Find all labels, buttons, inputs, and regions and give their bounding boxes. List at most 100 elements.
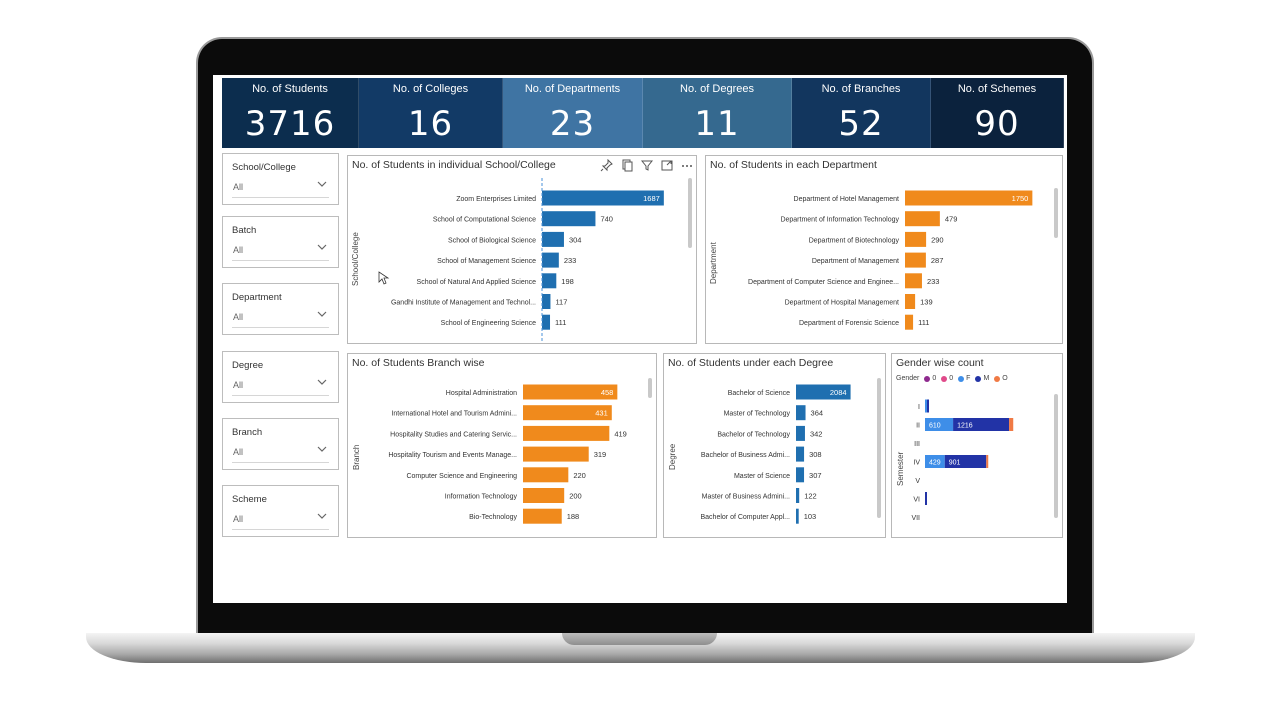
legend-entry[interactable]: O [1002,375,1008,382]
data-label: 233 [927,277,940,286]
visual-header [600,158,694,172]
stacked-bar-segment[interactable] [1009,418,1014,431]
bar[interactable] [542,190,664,206]
semester-label: VI [913,497,920,504]
stacked-bar-segment[interactable] [925,455,945,468]
bar[interactable] [905,252,926,268]
bar[interactable] [905,294,916,309]
chevron-down-icon[interactable] [316,178,328,190]
data-label: 342 [810,429,823,438]
bar[interactable] [523,508,562,524]
more-options-icon[interactable] [680,159,694,172]
legend-title: Gender [896,375,920,382]
stacked-bar-segment[interactable] [927,399,929,413]
bar[interactable] [796,508,799,524]
bar[interactable] [523,488,565,503]
bar[interactable] [905,231,927,247]
bar[interactable] [796,446,805,462]
bar[interactable] [905,211,940,227]
bar[interactable] [542,211,596,227]
scrollbar[interactable] [648,378,652,398]
data-label: 290 [931,235,944,244]
stacked-bar-segment[interactable] [944,455,987,468]
data-label: 1687 [643,194,660,203]
bar[interactable] [542,314,551,330]
bar[interactable] [523,467,569,483]
slicer-value[interactable]: All [233,447,244,457]
pin-icon[interactable] [600,158,614,172]
bar[interactable] [542,273,557,289]
slicer-value[interactable]: All [233,245,244,255]
legend-dot [941,375,948,382]
legend: Gender 0 0 F M O [896,375,1008,382]
kpi-card-students[interactable]: No. of Students 3716 [222,78,359,148]
legend-dot [924,375,931,382]
chart-students-by-degree[interactable]: No. of Students under each Degree Degree… [663,353,886,538]
bar[interactable] [542,294,551,309]
slicer-value[interactable]: All [233,514,244,524]
chart-students-by-department[interactable]: No. of Students in each Department Depar… [705,155,1063,344]
bar[interactable] [523,384,618,400]
kpi-card-branches[interactable]: No. of Branches 52 [792,78,931,148]
bar[interactable] [542,231,564,247]
stacked-bar-segment[interactable] [925,399,927,413]
bar[interactable] [523,446,589,462]
chevron-down-icon[interactable] [316,241,328,253]
category-label: Bachelor of Technology [717,431,790,438]
chevron-down-icon[interactable] [316,376,328,388]
slicer-department[interactable]: Department All [222,283,339,335]
legend-entry[interactable]: M [983,375,990,382]
bar[interactable] [523,425,610,441]
data-label: 233 [564,256,577,265]
copy-icon[interactable] [620,159,634,172]
stacked-bar-segment[interactable] [925,418,954,431]
chevron-down-icon[interactable] [316,308,328,320]
slicer-batch[interactable]: Batch All [222,216,339,268]
bar[interactable] [523,405,612,421]
chevron-down-icon[interactable] [316,510,328,522]
category-label: Hospitality Studies and Catering Servic.… [390,431,517,438]
category-label: School of Natural And Applied Science [417,279,537,286]
bar[interactable] [796,405,806,421]
kpi-card-degrees[interactable]: No. of Degrees 11 [643,78,792,148]
chevron-down-icon[interactable] [316,443,328,455]
bar[interactable] [796,467,805,483]
slicer-scheme[interactable]: Scheme All [222,485,339,537]
legend-entry[interactable]: F [966,375,971,382]
stacked-bar-segment[interactable] [953,418,1010,431]
scrollbar[interactable] [1054,394,1058,518]
kpi-card-colleges[interactable]: No. of Colleges 16 [359,78,503,148]
slicer-value[interactable]: All [233,380,244,390]
bar[interactable] [796,384,851,400]
scrollbar[interactable] [877,378,881,518]
slicer-value[interactable]: All [233,312,244,322]
data-label: 431 [595,409,608,418]
slicer-school-college[interactable]: School/College All [222,153,339,205]
stacked-bar-segment[interactable] [986,455,989,468]
stacked-bar-segment[interactable] [925,492,927,505]
bar[interactable] [905,190,1033,206]
legend-entry[interactable]: 0 [932,375,937,382]
scrollbar[interactable] [688,178,692,248]
chart-gender-wise-count[interactable]: Gender wise count Gender 0 0 F M O Semes… [891,353,1063,538]
bar[interactable] [796,425,805,441]
dashboard-screen: No. of Students 3716 No. of Colleges 16 … [213,75,1067,603]
bar[interactable] [905,314,914,330]
bar[interactable] [542,252,559,268]
bar[interactable] [796,488,800,503]
slicer-branch[interactable]: Branch All [222,418,339,470]
kpi-card-schemes[interactable]: No. of Schemes 90 [931,78,1064,148]
filter-icon[interactable] [640,159,654,172]
scrollbar[interactable] [1054,188,1058,238]
kpi-value: 90 [974,104,1020,144]
category-label: Zoom Enterprises Limited [456,196,536,203]
slicer-degree[interactable]: Degree All [222,351,339,403]
focus-mode-icon[interactable] [660,159,674,172]
legend-entry[interactable]: 0 [949,375,954,382]
slicer-value[interactable]: All [233,182,244,192]
chart-students-by-school[interactable]: No. of Students in individual School/Col… [347,155,697,344]
chart-students-by-branch[interactable]: No. of Students Branch wise Branch Hospi… [347,353,657,538]
kpi-card-departments[interactable]: No. of Departments 23 [503,78,643,148]
bar[interactable] [905,273,922,289]
slicer-underline [232,327,329,328]
